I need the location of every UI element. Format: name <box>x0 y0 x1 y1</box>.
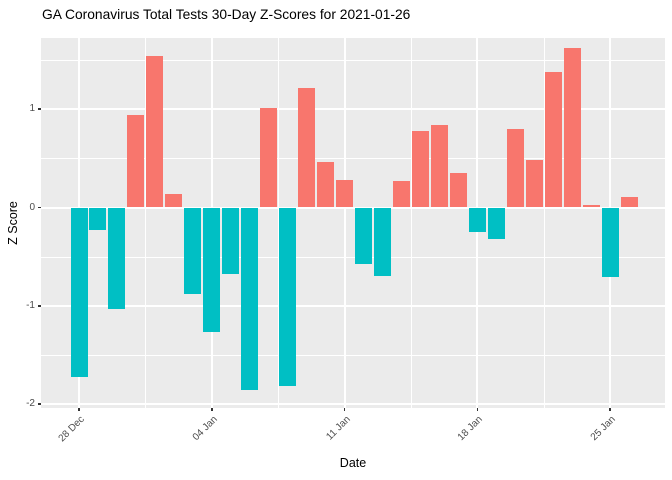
gridline-major-horizontal <box>41 403 665 406</box>
y-tick-label: -1 <box>26 299 35 311</box>
bar-negative <box>279 207 297 387</box>
bar-negative <box>222 207 240 275</box>
y-tick-mark <box>38 206 41 209</box>
y-tick-mark <box>38 403 41 405</box>
x-tick-mark <box>343 408 346 411</box>
x-tick-mark <box>78 408 80 411</box>
bar-positive <box>411 130 429 208</box>
bar-positive <box>165 193 183 208</box>
gridline-major-horizontal <box>41 206 665 209</box>
bar-negative <box>355 207 373 264</box>
y-axis-title: Z Score <box>6 201 21 245</box>
gridline-minor-horizontal <box>41 158 665 160</box>
bar-negative <box>203 207 221 333</box>
gridline-major-vertical <box>343 38 346 408</box>
y-tick-label: 1 <box>29 103 35 115</box>
bar-positive <box>298 87 316 208</box>
bar-positive <box>127 115 145 208</box>
bar-negative <box>468 207 486 233</box>
bar-positive <box>525 160 543 208</box>
bar-negative <box>70 207 88 377</box>
bar-negative <box>487 207 505 239</box>
plot-panel <box>41 38 665 408</box>
bar-positive <box>563 48 581 208</box>
bar-positive <box>336 179 354 208</box>
gridline-minor-horizontal <box>41 354 665 356</box>
x-tick-label: 11 Jan <box>323 414 353 443</box>
bar-positive <box>260 108 278 208</box>
bar-positive <box>317 162 335 208</box>
gridline-minor-vertical <box>278 38 280 408</box>
gridline-major-horizontal <box>41 304 665 307</box>
bar-negative <box>108 207 126 309</box>
bar-positive <box>582 204 600 208</box>
y-tick-label: 0 <box>29 201 35 213</box>
y-tick-mark <box>38 305 41 307</box>
bar-positive <box>544 71 562 208</box>
y-tick-mark <box>38 108 41 110</box>
bar-negative <box>184 207 202 294</box>
y-tick-label: -2 <box>26 398 35 410</box>
bar-negative <box>374 207 392 277</box>
x-tick-label: 04 Jan <box>190 414 220 444</box>
bar-negative <box>241 207 259 391</box>
bar-positive <box>146 56 164 208</box>
bar-negative <box>601 207 619 278</box>
gridline-minor-horizontal <box>41 60 665 62</box>
gridline-minor-vertical <box>145 38 147 408</box>
x-tick-mark <box>211 408 213 411</box>
x-tick-label: 28 Dec <box>56 414 87 445</box>
x-tick-label: 25 Jan <box>588 414 618 444</box>
bar-negative <box>89 207 107 231</box>
x-tick-label: 18 Jan <box>456 414 486 444</box>
x-tick-mark <box>609 408 611 411</box>
bar-positive <box>430 124 448 208</box>
gridline-minor-vertical <box>543 38 545 408</box>
bar-positive <box>506 128 524 208</box>
bar-positive <box>392 180 410 208</box>
x-tick-mark <box>476 408 479 411</box>
x-axis-title: Date <box>339 456 367 470</box>
bar-positive <box>449 173 467 208</box>
chart-title: GA Coronavirus Total Tests 30-Day Z-Scor… <box>42 7 411 22</box>
gridline-minor-vertical <box>410 38 412 408</box>
bar-positive <box>620 196 638 208</box>
y-axis-title-wrap: Z Score <box>0 38 26 408</box>
gridline-minor-horizontal <box>41 256 665 258</box>
gridline-major-horizontal <box>41 108 665 111</box>
